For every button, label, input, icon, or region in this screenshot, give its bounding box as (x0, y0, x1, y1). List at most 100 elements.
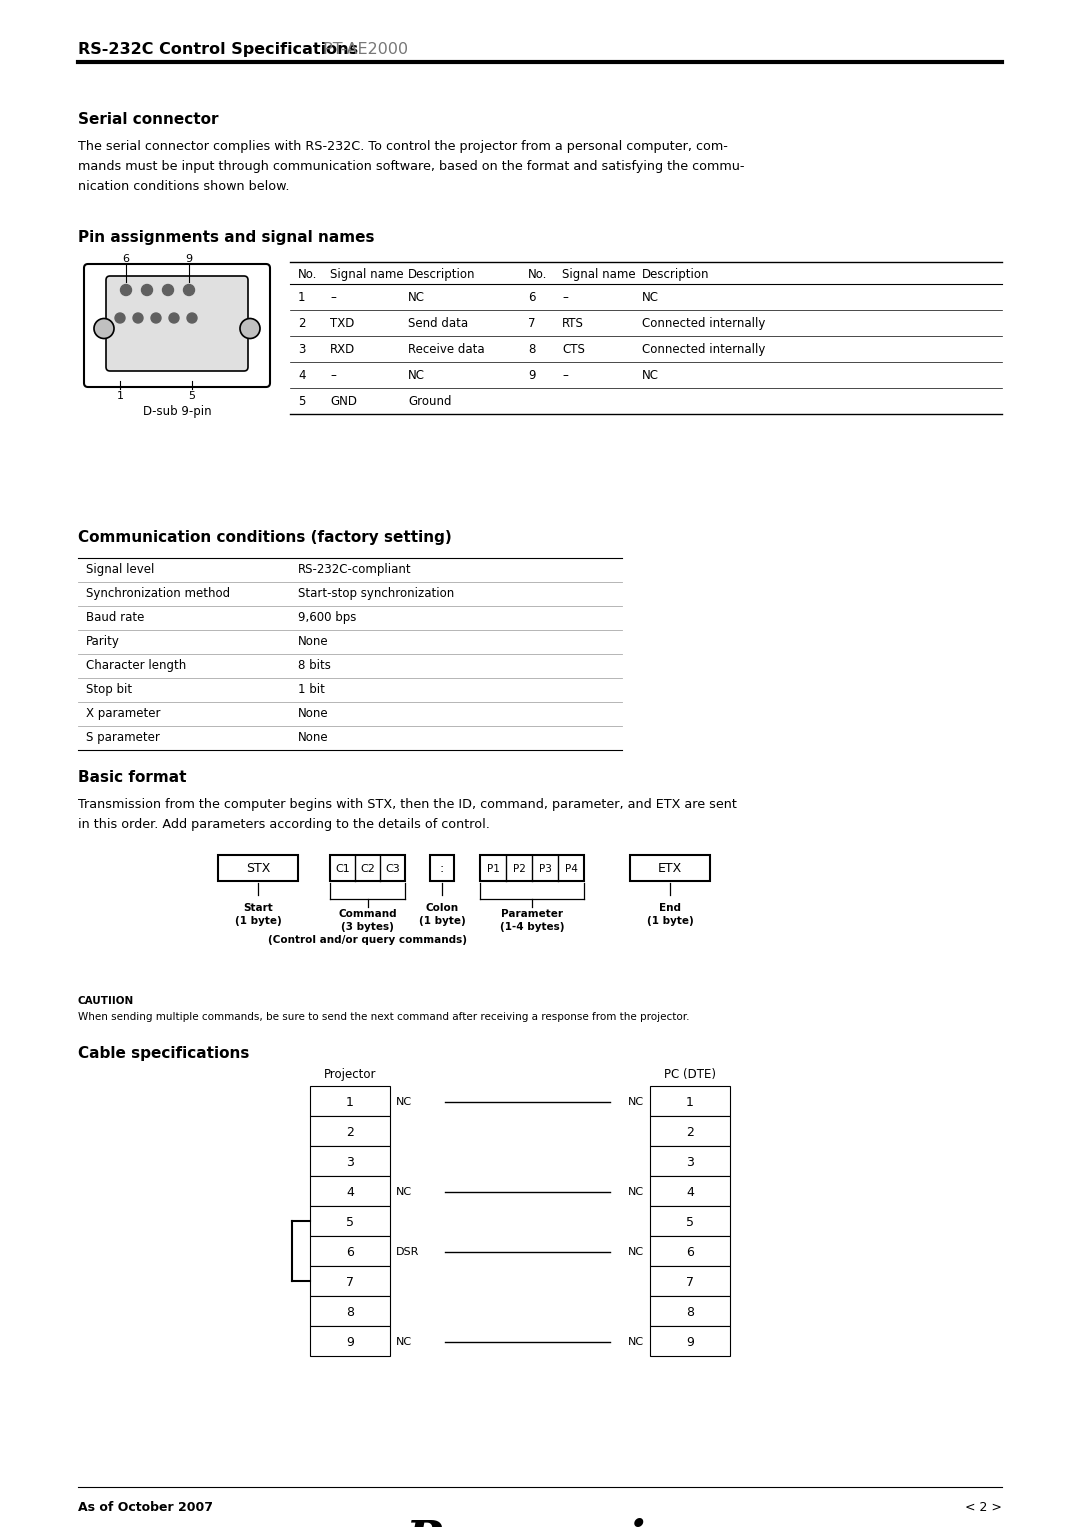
Circle shape (121, 284, 132, 296)
Text: P1: P1 (487, 864, 499, 873)
Text: 8: 8 (528, 344, 536, 356)
Text: Baud rate: Baud rate (86, 611, 145, 625)
Text: Parameter: Parameter (501, 909, 563, 919)
Text: RS-232C-compliant: RS-232C-compliant (298, 563, 411, 576)
Bar (310, 1235, 390, 1266)
Text: S parameter: S parameter (86, 731, 160, 744)
Text: Connected internally: Connected internally (642, 318, 766, 330)
Text: PC (DTE): PC (DTE) (664, 1067, 716, 1081)
Text: Signal name: Signal name (330, 269, 404, 281)
Text: 5: 5 (189, 391, 195, 402)
Text: nication conditions shown below.: nication conditions shown below. (78, 180, 289, 192)
Bar (310, 1145, 390, 1176)
Text: Start: Start (243, 902, 273, 913)
Text: Panasonic: Panasonic (405, 1516, 675, 1527)
Text: Connected internally: Connected internally (642, 344, 766, 356)
Text: –: – (562, 370, 568, 382)
Text: –: – (562, 292, 568, 304)
Text: 5: 5 (298, 395, 306, 408)
Text: C1: C1 (335, 864, 350, 873)
Text: NC: NC (627, 1338, 644, 1347)
Bar (650, 1266, 730, 1296)
Text: RS-232C Control Specifications: RS-232C Control Specifications (78, 43, 359, 56)
Text: 3: 3 (298, 344, 306, 356)
Text: As of October 2007: As of October 2007 (78, 1501, 213, 1513)
Text: NC: NC (627, 1096, 644, 1107)
Text: 6: 6 (528, 292, 536, 304)
Text: in this order. Add parameters according to the details of control.: in this order. Add parameters according … (78, 818, 490, 831)
FancyBboxPatch shape (84, 264, 270, 386)
Text: Stop bit: Stop bit (86, 683, 132, 696)
Text: NC: NC (396, 1096, 413, 1107)
Text: (Control and/or query commands): (Control and/or query commands) (268, 935, 467, 945)
Text: 9: 9 (528, 370, 536, 382)
Text: 5: 5 (346, 1215, 354, 1229)
Text: Command: Command (338, 909, 396, 919)
Text: NC: NC (396, 1186, 413, 1197)
Text: :: : (440, 863, 444, 875)
Bar (630, 855, 710, 881)
Circle shape (94, 319, 114, 339)
Text: C3: C3 (386, 864, 400, 873)
Bar (650, 1296, 730, 1325)
Text: 1: 1 (117, 391, 123, 402)
Circle shape (187, 313, 197, 324)
Text: None: None (298, 707, 328, 721)
Text: Synchronization method: Synchronization method (86, 586, 230, 600)
Text: Colon: Colon (426, 902, 459, 913)
FancyBboxPatch shape (106, 276, 248, 371)
Text: 7: 7 (528, 318, 536, 330)
Text: NC: NC (627, 1248, 644, 1257)
Text: (1-4 bytes): (1-4 bytes) (500, 922, 564, 931)
Text: 8: 8 (686, 1306, 694, 1318)
Circle shape (240, 319, 260, 339)
Text: 6: 6 (346, 1246, 354, 1258)
Text: 3: 3 (346, 1156, 354, 1168)
Text: (1 byte): (1 byte) (647, 916, 693, 925)
Text: (3 bytes): (3 bytes) (341, 922, 394, 931)
Text: 5: 5 (686, 1215, 694, 1229)
Text: 7: 7 (346, 1275, 354, 1289)
Bar (330, 855, 405, 881)
Text: Parity: Parity (86, 635, 120, 647)
Text: –: – (330, 370, 336, 382)
Text: Description: Description (642, 269, 710, 281)
Text: Communication conditions (factory setting): Communication conditions (factory settin… (78, 530, 451, 545)
Bar (310, 1266, 390, 1296)
Text: PT-AE2000: PT-AE2000 (318, 43, 408, 56)
Text: Ground: Ground (408, 395, 451, 408)
Text: Start-stop synchronization: Start-stop synchronization (298, 586, 455, 600)
Text: C2: C2 (360, 864, 375, 873)
Bar (650, 1176, 730, 1206)
Text: 1: 1 (298, 292, 306, 304)
Text: Send data: Send data (408, 318, 468, 330)
Text: Projector: Projector (324, 1067, 376, 1081)
Text: 9: 9 (186, 253, 192, 264)
Text: Pin assignments and signal names: Pin assignments and signal names (78, 231, 375, 244)
Text: TXD: TXD (330, 318, 354, 330)
Text: None: None (298, 731, 328, 744)
Bar (480, 855, 584, 881)
Text: Serial connector: Serial connector (78, 111, 218, 127)
Text: ETX: ETX (658, 863, 683, 875)
Text: RXD: RXD (330, 344, 355, 356)
Text: mands must be input through communication software, based on the format and sati: mands must be input through communicatio… (78, 160, 744, 173)
Circle shape (133, 313, 143, 324)
Text: Signal name: Signal name (562, 269, 636, 281)
Text: Transmission from the computer begins with STX, then the ID, command, parameter,: Transmission from the computer begins wi… (78, 799, 737, 811)
Bar (430, 855, 454, 881)
Circle shape (114, 313, 125, 324)
Text: NC: NC (396, 1338, 413, 1347)
Text: NC: NC (627, 1186, 644, 1197)
Text: Signal level: Signal level (86, 563, 154, 576)
Text: D-sub 9-pin: D-sub 9-pin (143, 405, 212, 418)
Text: 9: 9 (686, 1336, 694, 1348)
Text: 9,600 bps: 9,600 bps (298, 611, 356, 625)
Text: X parameter: X parameter (86, 707, 161, 721)
Text: (1 byte): (1 byte) (419, 916, 465, 925)
Text: 4: 4 (346, 1185, 354, 1199)
Bar (218, 855, 298, 881)
Text: Character length: Character length (86, 660, 186, 672)
Text: 4: 4 (298, 370, 306, 382)
Text: 8 bits: 8 bits (298, 660, 330, 672)
